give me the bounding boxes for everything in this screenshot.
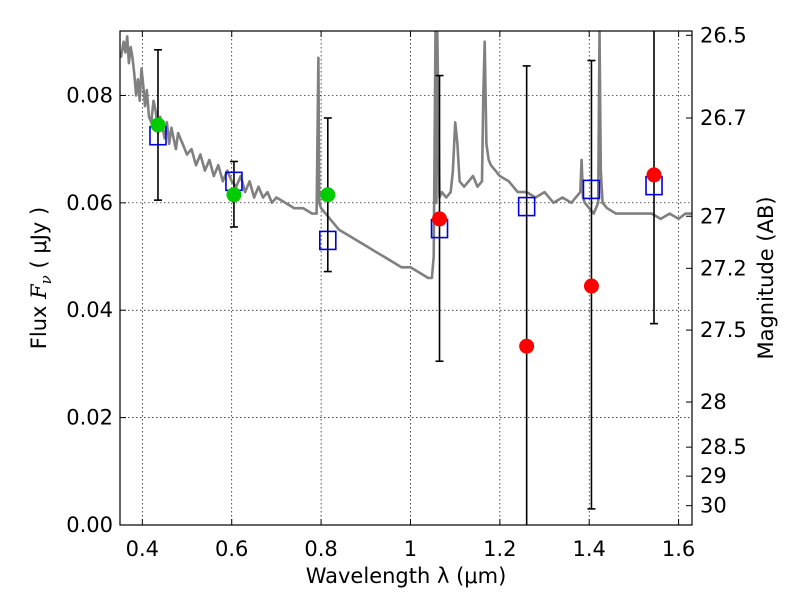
x-axis-ticks: 0.4 0.6 0.8 1 1.2 1.4 1.6 bbox=[126, 31, 695, 561]
x-tick-label: 1.2 bbox=[483, 537, 516, 561]
y2-tick-label: 26.5 bbox=[700, 23, 747, 47]
x-axis-label: Wavelength λ (μm) bbox=[306, 564, 507, 588]
synthetic-photometry-marker bbox=[517, 196, 536, 217]
x-tick-label: 0.6 bbox=[215, 537, 248, 561]
x-tick-label: 1 bbox=[404, 537, 417, 561]
y2-tick-label: 29 bbox=[700, 464, 727, 488]
synthetic-photometry-marker bbox=[318, 230, 337, 251]
observed-point-marker bbox=[646, 167, 662, 183]
observed-points-group bbox=[150, 117, 662, 354]
y2-axis-ticks: 26.5 26.7 27 27.2 27.5 28 28.5 29 30 bbox=[686, 23, 747, 518]
observed-point-marker bbox=[583, 278, 599, 294]
grid-lines bbox=[120, 31, 692, 525]
y-tick-label: 0.04 bbox=[66, 298, 113, 322]
y2-tick-label: 28 bbox=[700, 390, 727, 414]
y-axis-ticks: 0.00 0.02 0.04 0.06 0.08 bbox=[66, 83, 126, 537]
y-tick-label: 0.06 bbox=[66, 191, 113, 215]
y2-tick-label: 27.2 bbox=[700, 256, 747, 280]
observed-point-marker bbox=[320, 187, 336, 203]
y-tick-label: 0.08 bbox=[66, 83, 113, 107]
y-tick-label: 0.00 bbox=[66, 513, 113, 537]
plot-frame bbox=[119, 30, 693, 526]
x-tick-label: 1.6 bbox=[662, 537, 695, 561]
x-tick-label: 0.8 bbox=[304, 537, 337, 561]
x-tick-label: 1.4 bbox=[573, 537, 606, 561]
y2-tick-label: 27.5 bbox=[700, 318, 747, 342]
y2-axis-label: Magnitude (AB) bbox=[754, 196, 778, 359]
observed-point-marker bbox=[432, 211, 448, 227]
y2-tick-label: 26.7 bbox=[700, 106, 747, 130]
y-tick-label: 0.02 bbox=[66, 406, 113, 430]
y2-tick-label: 30 bbox=[700, 494, 727, 518]
observed-point-marker bbox=[226, 187, 242, 203]
observed-point-marker bbox=[150, 117, 166, 133]
plot-background bbox=[120, 31, 692, 525]
y2-tick-label: 28.5 bbox=[700, 435, 747, 459]
observed-point-marker bbox=[519, 338, 535, 354]
synthetic-photometry-marker bbox=[582, 179, 601, 200]
y2-tick-label: 27 bbox=[700, 204, 727, 228]
x-tick-label: 0.4 bbox=[126, 537, 159, 561]
y-axis-label: Flux Fν ( μJy ) bbox=[27, 207, 55, 349]
